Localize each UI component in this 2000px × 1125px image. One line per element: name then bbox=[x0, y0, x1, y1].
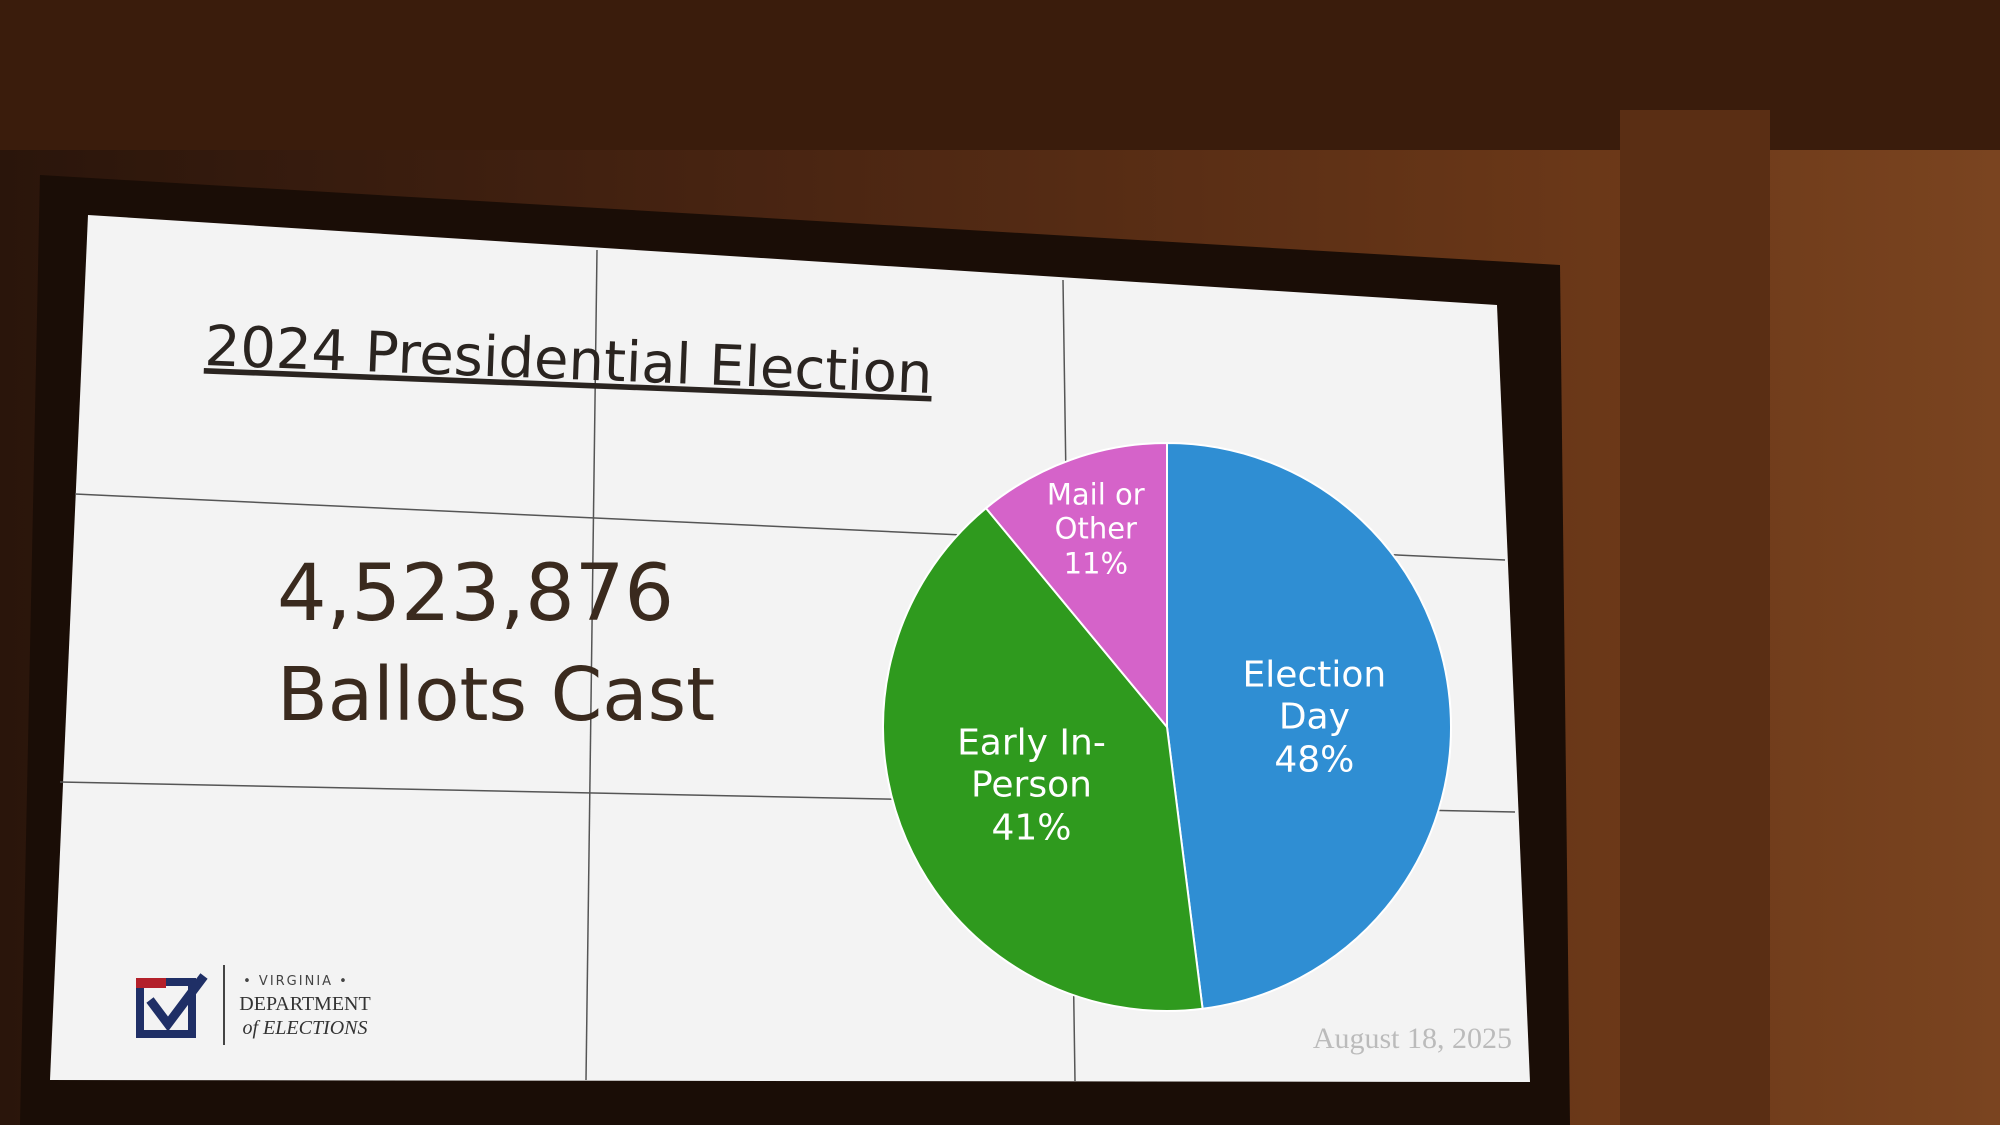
slice-name: Election Day bbox=[1242, 654, 1387, 738]
slice-label: Election Day 48% bbox=[1224, 654, 1404, 781]
slice-label: Mail or Other 11% bbox=[1036, 478, 1156, 581]
slice-value: 48% bbox=[1274, 738, 1355, 780]
logo-line: of ELECTIONS bbox=[242, 1017, 367, 1039]
pie-slice bbox=[882, 506, 1204, 1012]
logo-icon bbox=[136, 965, 225, 1045]
pillar bbox=[1620, 110, 1770, 1125]
slice-label: Early In-Person 41% bbox=[941, 722, 1121, 849]
pie-slice bbox=[1166, 441, 1452, 1010]
slice-name: Early In-Person bbox=[957, 721, 1106, 806]
slide-date: August 18, 2025 bbox=[1313, 1022, 1512, 1055]
slice-value: 41% bbox=[991, 806, 1072, 848]
slice-value: 11% bbox=[1063, 546, 1129, 581]
logo-line: DEPARTMENT bbox=[239, 993, 370, 1015]
subheadline: Ballots Cast bbox=[277, 652, 715, 738]
slice-name: Mail or Other bbox=[1046, 477, 1145, 547]
pie-slice bbox=[984, 441, 1168, 730]
headline: 4,523,876 bbox=[277, 549, 674, 639]
logo-state: • VIRGINIA • bbox=[243, 974, 349, 989]
